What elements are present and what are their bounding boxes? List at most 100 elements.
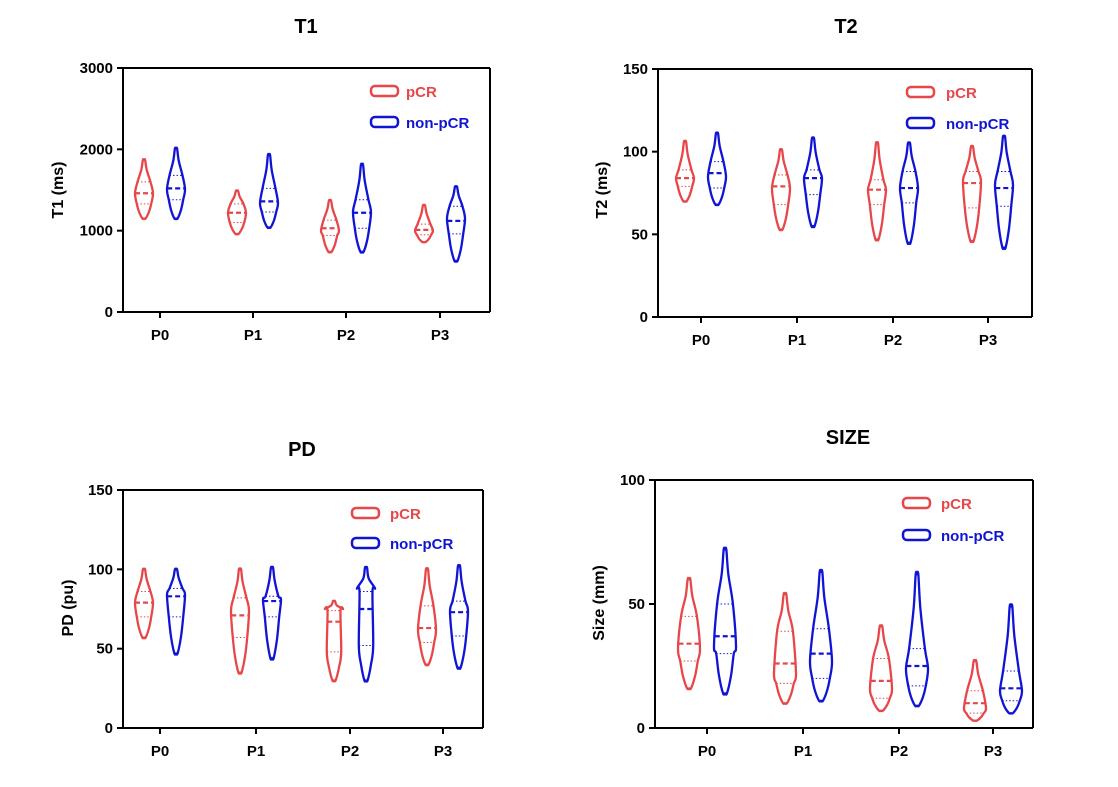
violin-pcr-p0: [133, 567, 155, 640]
y-tick-label: 0: [640, 309, 648, 326]
violin-pcr-p3: [416, 566, 438, 667]
legend-label-non-pcr: non-pCR: [941, 528, 1004, 545]
panel-pd: PD PD (pu) 0 50 100 150 P0 P1 P2 P3 pCR non-pCR: [60, 439, 484, 760]
legend-swatch-pcr: [901, 496, 932, 510]
tick-group: 0 50 100 150 P0 P1 P2 P3: [623, 61, 997, 349]
y-axis-label: PD (pu): [60, 580, 77, 637]
x-tick-label: P3: [434, 743, 452, 760]
x-tick-label: P2: [884, 332, 902, 349]
legend-label-pcr: pCR: [946, 85, 977, 102]
x-tick-label: P3: [984, 743, 1002, 760]
x-tick-label: P0: [698, 743, 716, 760]
y-tick-label: 100: [620, 472, 645, 489]
violin-pcr-p2: [319, 198, 341, 254]
chart-title: T1: [294, 16, 317, 38]
y-tick-label: 2000: [80, 141, 113, 158]
violin-pcr-p2: [323, 599, 345, 683]
tick-group: 0 50 100 P0 P1 P2 P3: [620, 472, 1002, 760]
legend-swatch-non-pcr: [905, 116, 936, 130]
violin-non-pcr-p2: [355, 565, 377, 683]
violin-non-pcr-p0: [165, 146, 187, 221]
y-axis-label: T2 (ms): [594, 162, 611, 219]
violin-pcr-p3: [961, 144, 983, 244]
violin-pcr-p1: [770, 148, 792, 232]
y-tick-label: 50: [631, 226, 648, 243]
legend-swatch-pcr: [350, 506, 381, 520]
x-tick-label: P3: [979, 332, 997, 349]
violin-group: [133, 563, 470, 683]
legend: pCR non-pCR: [901, 496, 1004, 545]
violin-non-pcr-p3: [448, 563, 470, 670]
violin-non-pcr-p3: [998, 603, 1024, 715]
y-tick-label: 3000: [80, 60, 113, 77]
legend: pCR non-pCR: [369, 84, 469, 132]
violin-non-pcr-p2: [904, 570, 930, 708]
y-tick-label: 0: [105, 304, 113, 321]
x-tick-label: P0: [151, 327, 169, 344]
chart-title: T2: [834, 16, 857, 38]
violin-non-pcr-p0: [712, 546, 738, 696]
chart-title: PD: [288, 439, 316, 461]
tick-group: 0 50 100 150 P0 P1 P2 P3: [88, 482, 452, 760]
panel-size: SIZE Size (mm) 0 50 100 P0 P1 P2 P3 pCR non-pC…: [591, 427, 1034, 760]
violin-pcr-p2: [868, 624, 894, 713]
violin-pcr-p2: [866, 141, 888, 242]
violin-group: [674, 131, 1015, 251]
y-tick-label: 100: [88, 561, 113, 578]
x-tick-label: P0: [692, 332, 710, 349]
y-tick-label: 50: [96, 641, 113, 658]
violin-group: [133, 146, 467, 263]
y-tick-label: 150: [623, 61, 648, 78]
y-tick-label: 100: [623, 144, 648, 161]
x-tick-label: P1: [247, 743, 265, 760]
violin-non-pcr-p0: [165, 567, 187, 656]
y-tick-label: 0: [637, 720, 645, 737]
chart-title: SIZE: [826, 427, 870, 449]
y-tick-label: 0: [105, 720, 113, 737]
violin-pcr-p3: [962, 658, 988, 722]
legend-swatch-non-pcr: [901, 528, 932, 542]
legend-swatch-non-pcr: [350, 536, 381, 550]
legend-swatch-non-pcr: [369, 115, 400, 129]
legend: pCR non-pCR: [905, 85, 1009, 133]
y-tick-label: 1000: [80, 223, 113, 240]
legend-label-non-pcr: non-pCR: [406, 115, 469, 132]
violin-non-pcr-p3: [993, 134, 1015, 251]
violin-pcr-p1: [229, 567, 251, 675]
x-tick-label: P1: [244, 327, 262, 344]
x-tick-label: P2: [341, 743, 359, 760]
x-tick-label: P2: [337, 327, 355, 344]
legend-swatch-pcr: [905, 85, 936, 99]
x-tick-label: P0: [151, 743, 169, 760]
violin-pcr-p0: [133, 158, 155, 221]
violin-non-pcr-p2: [898, 141, 920, 246]
violin-non-pcr-p0: [706, 131, 728, 207]
violin-non-pcr-p1: [258, 152, 280, 230]
violin-pcr-p3: [413, 203, 435, 244]
legend-label-pcr: pCR: [406, 84, 437, 101]
x-tick-label: P1: [794, 743, 812, 760]
tick-group: 0 1000 2000 3000 P0 P1 P2 P3: [80, 60, 450, 344]
x-tick-label: P3: [431, 327, 449, 344]
legend: pCR non-pCR: [350, 506, 453, 553]
y-axis-label: T1 (ms): [50, 162, 67, 219]
legend-label-non-pcr: non-pCR: [946, 116, 1009, 133]
y-axis-label: Size (mm): [591, 565, 608, 641]
legend-swatch-pcr: [369, 84, 400, 98]
violin-group: [676, 546, 1024, 722]
violin-non-pcr-p2: [351, 162, 373, 254]
x-tick-label: P1: [788, 332, 806, 349]
legend-label-pcr: pCR: [390, 506, 421, 523]
panel-t1: T1 T1 (ms) 0 1000 2000 3000 P0 P1 P2 P3 pCR non…: [50, 16, 491, 344]
legend-label-non-pcr: non-pCR: [390, 536, 453, 553]
violin-non-pcr-p3: [445, 184, 467, 263]
violin-pcr-p1: [226, 189, 248, 236]
violin-pcr-p0: [674, 139, 696, 203]
violin-pcr-p1: [772, 591, 798, 706]
y-tick-label: 50: [628, 596, 645, 613]
y-tick-label: 150: [88, 482, 113, 499]
violin-non-pcr-p1: [802, 136, 824, 229]
x-tick-label: P2: [890, 743, 908, 760]
violin-non-pcr-p1: [808, 568, 834, 703]
